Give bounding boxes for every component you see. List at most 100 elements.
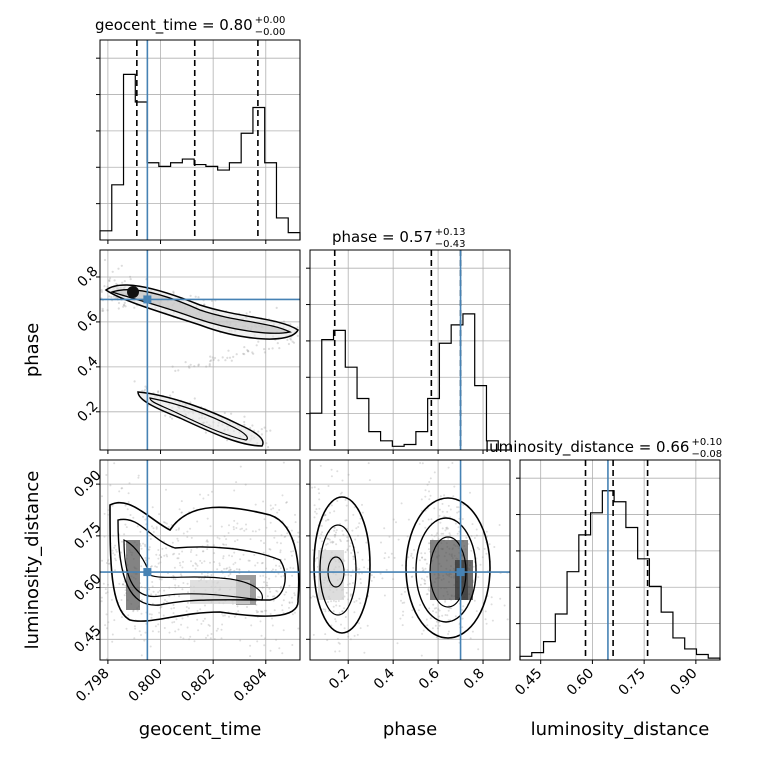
sample-point — [164, 521, 167, 524]
sample-point — [431, 627, 434, 630]
sample-point — [117, 307, 120, 310]
sample-point — [152, 527, 155, 530]
sample-point — [326, 518, 329, 521]
sample-point — [221, 623, 224, 626]
sample-point — [341, 610, 343, 613]
histogram-step-phase — [309, 313, 510, 451]
panel-background — [310, 250, 510, 450]
sample-point — [269, 590, 272, 593]
sample-point — [232, 526, 235, 528]
sample-point — [333, 529, 336, 532]
sample-point — [222, 543, 224, 546]
sample-point — [278, 509, 281, 511]
sample-point — [178, 508, 181, 511]
contour-mid — [117, 518, 286, 606]
sample-point — [133, 306, 136, 309]
sample-point — [272, 558, 275, 561]
sample-point — [353, 611, 356, 614]
sample-point — [291, 613, 294, 616]
sample-point — [337, 641, 340, 644]
sample-point — [129, 275, 132, 278]
sample-point — [433, 507, 436, 510]
sample-point — [139, 530, 142, 533]
sample-point — [213, 552, 216, 555]
sample-point — [193, 397, 196, 400]
sample-point — [346, 548, 349, 551]
sample-point — [148, 546, 151, 549]
sample-point — [286, 338, 289, 341]
sample-point — [236, 522, 239, 525]
sample-point — [338, 612, 341, 615]
sample-point — [140, 654, 143, 657]
sample-point — [152, 531, 155, 533]
sample-point — [420, 498, 423, 501]
sample-point — [251, 530, 254, 533]
sample-point — [246, 349, 249, 352]
sample-point — [361, 558, 364, 561]
sample-point — [157, 390, 160, 393]
sample-point — [320, 524, 323, 527]
truth-marker — [456, 568, 465, 577]
sample-point — [177, 528, 180, 531]
sample-point — [265, 430, 268, 433]
sample-point — [426, 624, 429, 627]
sample-point — [332, 599, 335, 602]
sample-point — [177, 557, 180, 560]
sample-point — [390, 552, 393, 555]
sample-point — [177, 628, 180, 631]
sample-point — [129, 514, 132, 516]
sample-point — [363, 651, 366, 654]
sample-point — [359, 578, 362, 581]
sample-point — [454, 615, 457, 618]
sample-point — [352, 513, 355, 516]
sample-point — [426, 575, 429, 578]
sample-point — [258, 596, 261, 599]
sample-point — [206, 517, 209, 520]
y-axis-label-luminosity_distance: luminosity_distance — [22, 471, 43, 650]
sample-point — [210, 359, 213, 362]
sample-point — [279, 551, 282, 554]
sample-point — [346, 540, 349, 542]
sample-point — [339, 492, 342, 495]
sample-point — [200, 577, 203, 580]
sample-point — [201, 550, 204, 553]
sample-point — [233, 615, 236, 618]
sample-point — [100, 289, 103, 292]
sample-point — [429, 494, 432, 497]
sample-point — [223, 411, 226, 415]
sample-point — [233, 489, 236, 492]
sample-point — [434, 624, 437, 627]
x-tick-label: 0.800 — [126, 666, 166, 706]
sample-point — [206, 540, 209, 543]
x-axis-label-geocent_time: geocent_time — [139, 719, 262, 740]
sample-point — [233, 551, 236, 554]
sample-point — [189, 527, 192, 530]
sample-point — [344, 519, 347, 522]
sample-point — [177, 539, 180, 542]
sample-point — [285, 501, 288, 504]
sample-point — [223, 543, 225, 546]
sample-point — [350, 552, 353, 554]
sample-point — [485, 530, 488, 533]
sample-point — [234, 540, 236, 543]
sample-point — [428, 481, 431, 483]
sample-point — [126, 508, 129, 511]
sample-point — [254, 530, 257, 533]
sample-point — [221, 356, 224, 359]
sample-point — [148, 588, 151, 591]
sample-point — [344, 551, 347, 554]
sample-point — [433, 471, 436, 474]
sample-point — [441, 614, 444, 617]
sample-point — [187, 365, 190, 368]
sample-point — [266, 581, 268, 584]
sample-point — [475, 534, 478, 537]
sample-point — [239, 465, 242, 468]
sample-point — [346, 583, 349, 586]
sample-point — [451, 462, 454, 464]
sample-point — [426, 593, 429, 595]
sample-point — [163, 521, 165, 524]
sample-point — [338, 605, 341, 607]
sample-point — [447, 527, 449, 530]
sample-point — [289, 566, 292, 569]
sample-point — [120, 551, 122, 554]
